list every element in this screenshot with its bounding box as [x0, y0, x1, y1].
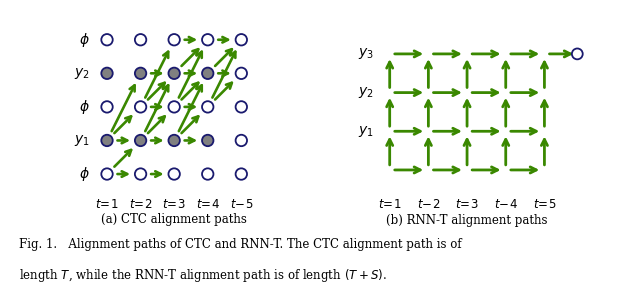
- Circle shape: [168, 101, 180, 113]
- Text: $y_2$: $y_2$: [358, 85, 374, 100]
- Circle shape: [168, 168, 180, 180]
- Circle shape: [236, 101, 247, 113]
- Text: $t\!-\!2$: $t\!-\!2$: [417, 198, 440, 211]
- Circle shape: [202, 135, 214, 146]
- Text: (b) RNN-T alignment paths: (b) RNN-T alignment paths: [387, 214, 548, 227]
- Text: $t\!=\!3$: $t\!=\!3$: [455, 198, 479, 211]
- Text: $t\!=\!2$: $t\!=\!2$: [129, 198, 152, 211]
- Text: $t\!-\!4$: $t\!-\!4$: [493, 198, 518, 211]
- Circle shape: [236, 168, 247, 180]
- Text: $y_2$: $y_2$: [74, 66, 90, 81]
- Text: $\phi$: $\phi$: [79, 98, 90, 116]
- Circle shape: [202, 101, 214, 113]
- Text: $y_1$: $y_1$: [74, 133, 90, 148]
- Text: $t\!=\!5$: $t\!=\!5$: [532, 198, 556, 211]
- Circle shape: [101, 101, 113, 113]
- Circle shape: [202, 168, 214, 180]
- Circle shape: [101, 34, 113, 45]
- Circle shape: [135, 34, 147, 45]
- Text: $\phi$: $\phi$: [79, 165, 90, 183]
- Circle shape: [168, 135, 180, 146]
- Circle shape: [135, 135, 147, 146]
- Text: Fig. 1.   Alignment paths of CTC and RNN-T. The CTC alignment path is of: Fig. 1. Alignment paths of CTC and RNN-T…: [19, 238, 462, 251]
- Text: (a) CTC alignment paths: (a) CTC alignment paths: [101, 213, 247, 226]
- Circle shape: [572, 49, 582, 59]
- Circle shape: [202, 34, 214, 45]
- Text: $t\!=\!4$: $t\!=\!4$: [196, 198, 220, 211]
- Circle shape: [101, 68, 113, 79]
- Text: $y_1$: $y_1$: [358, 124, 374, 139]
- Circle shape: [168, 68, 180, 79]
- Text: $t\!=\!1$: $t\!=\!1$: [95, 198, 119, 211]
- Text: $t\!=\!3$: $t\!=\!3$: [163, 198, 186, 211]
- Circle shape: [135, 68, 147, 79]
- Text: $\phi$: $\phi$: [79, 31, 90, 49]
- Text: $t\!-\!5$: $t\!-\!5$: [230, 198, 253, 211]
- Circle shape: [135, 168, 147, 180]
- Circle shape: [236, 135, 247, 146]
- Circle shape: [236, 34, 247, 45]
- Text: $t\!=\!1$: $t\!=\!1$: [378, 198, 401, 211]
- Circle shape: [202, 68, 214, 79]
- Text: length $T$, while the RNN-T alignment path is of length $(T+S)$.: length $T$, while the RNN-T alignment pa…: [19, 267, 387, 284]
- Circle shape: [101, 168, 113, 180]
- Circle shape: [101, 135, 113, 146]
- Text: $y_3$: $y_3$: [358, 46, 374, 61]
- Circle shape: [135, 101, 147, 113]
- Circle shape: [168, 34, 180, 45]
- Circle shape: [236, 68, 247, 79]
